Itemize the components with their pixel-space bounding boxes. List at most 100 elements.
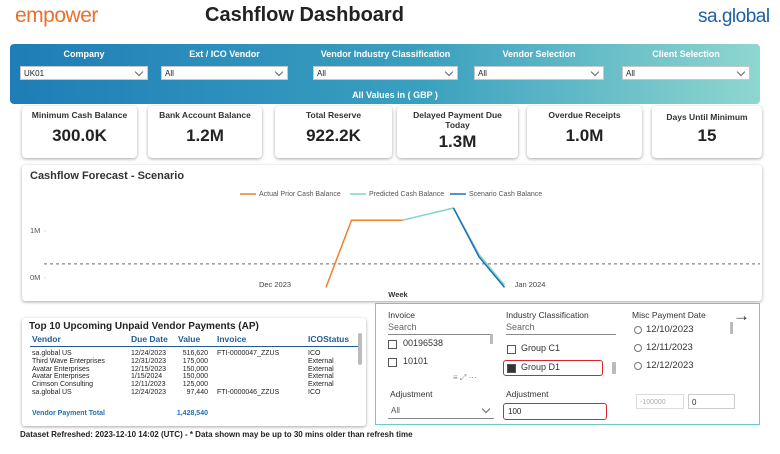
table-panel: Top 10 Upcoming Unpaid Vendor Payments (… <box>22 318 366 426</box>
filter-dropdown[interactable]: UK01 <box>20 66 148 80</box>
filter-label: Vendor Selection <box>502 49 576 59</box>
table-cell: ICO <box>308 389 321 396</box>
header-rule <box>30 346 360 347</box>
table-cell: Third Wave Enterprises <box>32 357 105 365</box>
radio[interactable] <box>634 362 642 370</box>
table-cell: 12/24/2023 <box>131 350 167 357</box>
kpi-value: 1.3M <box>438 132 477 151</box>
currency-note: All Values in ( GBP ) <box>352 90 438 100</box>
table-cell: 12/31/2023 <box>131 357 167 365</box>
table-cell: 12/24/2023 <box>131 389 167 396</box>
table-cell: Crimson Consulting <box>32 381 94 389</box>
slicer-title: Adjustment <box>390 389 433 399</box>
kpi-label: Bank Account Balance <box>159 110 251 120</box>
page-title: Cashflow Dashboard <box>205 4 404 26</box>
kpi-card: Days Until Minimum 15 <box>652 106 762 158</box>
scrollbar <box>358 333 362 365</box>
kpi-card: Bank Account Balance 1.2M <box>148 106 262 158</box>
logo: empower <box>15 4 98 27</box>
slicer-title: Misc Payment Date <box>632 310 706 320</box>
radio-label: 12/10/2023 <box>646 324 694 335</box>
checkbox[interactable] <box>388 340 397 349</box>
filter-value: UK01 <box>24 69 45 78</box>
footer-note: Dataset Refreshed: 2023-12-10 14:02 (UTC… <box>20 430 413 439</box>
kpi-value: 1.0M <box>565 126 604 145</box>
search-rule <box>388 334 493 335</box>
filter-value: All <box>626 69 635 78</box>
kpi-card: Total Reserve 922.2K <box>275 106 392 158</box>
kpi-value: 922.2K <box>306 126 361 145</box>
scrollbar <box>612 362 616 374</box>
dropdown[interactable]: 100 <box>503 403 607 420</box>
column-header: ICOStatus <box>308 334 350 344</box>
brand-logo: sa.global <box>698 6 770 27</box>
filter-dropdown[interactable]: All <box>474 66 604 80</box>
table-cell: FTI-0000047_ZZUS <box>217 350 280 357</box>
kpi-card: Delayed Payment Due Today 1.3M <box>397 106 518 158</box>
filter-dropdown[interactable]: All <box>313 66 458 80</box>
table-cell: External <box>308 381 334 389</box>
scrollbar <box>730 322 733 334</box>
radio[interactable] <box>634 344 642 352</box>
table-cell: External <box>308 357 334 365</box>
search-box[interactable]: Search <box>506 322 535 332</box>
slicer-title: Invoice <box>388 310 415 320</box>
kpi-value: 1.2M <box>186 126 224 145</box>
column-header: Invoice <box>217 334 247 344</box>
dropdown[interactable]: All <box>388 403 494 419</box>
filter-dropdown[interactable]: All <box>622 66 750 80</box>
checkbox-label: Group C1 <box>521 343 561 353</box>
checkbox[interactable] <box>507 345 516 354</box>
range-max[interactable]: 0 <box>688 394 735 409</box>
table-cell: 175,000 <box>182 357 208 365</box>
search-rule <box>506 334 616 335</box>
filter-label: Company <box>63 49 105 59</box>
table-cell: External <box>308 365 334 373</box>
column-header: Due Date <box>131 334 168 344</box>
search-box[interactable]: Search <box>388 322 417 332</box>
table-cell: 150,000 <box>182 373 208 381</box>
chevron <box>444 67 454 77</box>
filter-value: All <box>478 69 487 78</box>
kpi-label: Minimum Cash Balance <box>31 110 128 120</box>
kpi-card: Overdue Receipts 1.0M <box>527 106 642 158</box>
filter-label: Vendor Industry Classification <box>320 49 451 59</box>
table-cell: 516,620 <box>182 350 208 357</box>
filter-dropdown[interactable]: All <box>161 66 288 80</box>
table-cell: 12/11/2023 <box>131 381 166 389</box>
checkbox[interactable] <box>507 364 516 373</box>
slicer-panel: Invoice Search 00196538 10101 Industry Class… <box>375 303 760 425</box>
scrollbar <box>490 334 493 344</box>
radio-label: 12/12/2023 <box>646 360 694 371</box>
table-cell: Avatar Enterprises <box>32 365 90 373</box>
total-value: 1,428,540 <box>176 410 208 417</box>
visual-icons: ≡ ⤢ ⋯ <box>453 373 477 382</box>
range-min[interactable]: -100000 <box>636 394 684 409</box>
checkbox-label: Group D1 <box>521 362 561 372</box>
kpi-label: Total Reserve <box>305 110 362 120</box>
table-cell: External <box>308 373 334 381</box>
kpi-label: Delayed Payment Due Today <box>413 110 502 130</box>
table-cell: 1/15/2024 <box>131 373 163 381</box>
radio-label: 12/11/2023 <box>646 342 693 353</box>
next-arrow[interactable]: → <box>733 306 750 325</box>
radio[interactable] <box>634 326 642 334</box>
table-title: Top 10 Upcoming Unpaid Vendor Payments (… <box>29 321 259 332</box>
slicer-title: Adjustment <box>506 389 549 399</box>
kpi-value: 300.0K <box>52 126 107 145</box>
column-header: Value <box>178 334 201 344</box>
chevron <box>481 404 491 414</box>
highlight <box>503 360 603 376</box>
table-cell: 150,000 <box>182 365 208 373</box>
table-cell: Avatar Enterprises <box>32 373 90 381</box>
chevron <box>134 67 144 77</box>
filter-value: All <box>165 69 174 78</box>
chevron <box>274 67 284 77</box>
kpi-card: Minimum Cash Balance 300.0K <box>22 106 137 158</box>
table-cell: sa.global US <box>32 350 72 357</box>
table-cell: 12/15/2023 <box>131 365 167 373</box>
checkbox[interactable] <box>388 358 397 367</box>
checkbox-label: 00196538 <box>403 338 444 348</box>
kpi-label: Days Until Minimum <box>666 112 748 122</box>
